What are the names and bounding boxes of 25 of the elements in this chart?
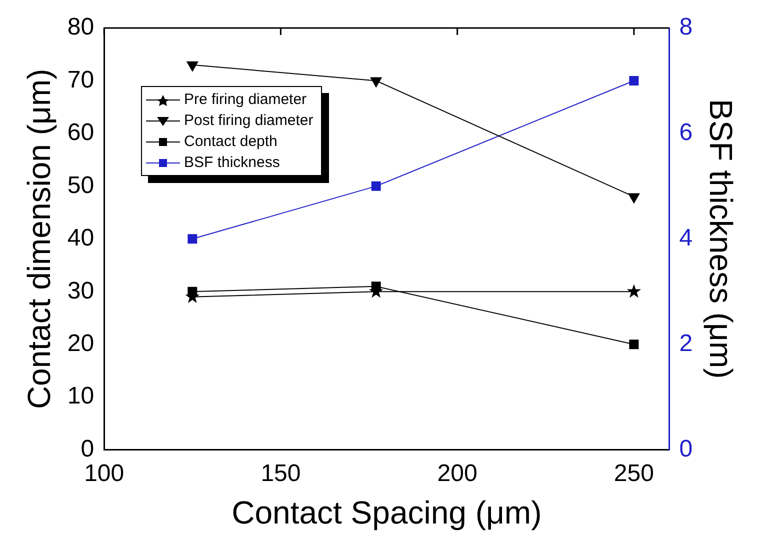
legend-label: BSF thickness [184,153,280,173]
y-tick-label: 80 [67,14,94,41]
y-axis-title: Contact dimension (μm) [21,68,58,410]
y-tick-label: 20 [67,330,94,357]
y-tick-label: 40 [67,224,94,252]
y2-tick-label: 6 [679,119,693,146]
y2-tick-label: 0 [679,435,693,462]
y-tick-label: 50 [67,172,94,199]
x-axis-title: Contact Spacing (μm) [232,494,542,531]
x-tick-label: 250 [614,460,654,487]
y2-tick-label: 4 [679,224,693,252]
legend-label: Pre firing diameter [184,90,307,110]
x-tick-label: 200 [437,460,478,487]
y2-axis-title: BSF thickness (μm) [702,98,739,379]
y-tick-label: 10 [67,382,94,410]
y2-tick-label: 8 [679,14,693,41]
y2-tick-label: 2 [679,330,693,357]
x-tick-label: 100 [84,460,124,487]
y-tick-label: 30 [67,277,94,304]
y-tick-label: 60 [67,119,94,146]
y-tick-label: 0 [80,435,94,462]
y-tick-label: 70 [67,66,94,94]
legend-label: Post firing diameter [184,111,314,131]
x-tick-label: 150 [260,460,301,487]
legend-label: Contact depth [184,132,278,152]
